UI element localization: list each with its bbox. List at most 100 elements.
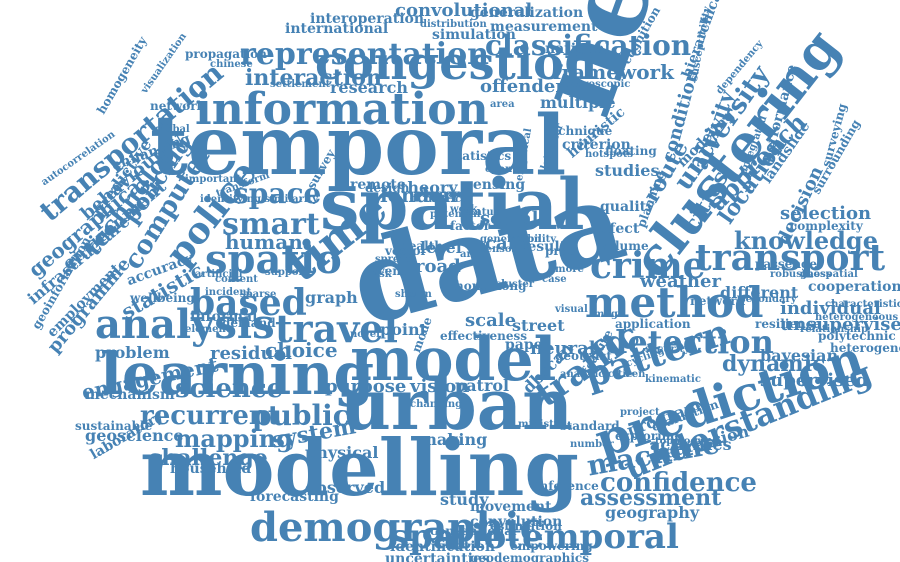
cloud-word: generalization: [470, 5, 584, 21]
cloud-word: security: [645, 344, 690, 355]
cloud-word: factor: [450, 219, 491, 233]
cloud-word: supervised: [760, 370, 869, 391]
cloud-word: design: [365, 181, 410, 195]
cloud-word: settlement: [270, 79, 331, 90]
cloud-word: topology: [655, 436, 704, 447]
cloud-word: generation: [480, 234, 542, 245]
cloud-word: weather: [640, 271, 721, 292]
cloud-word: travel: [275, 306, 398, 351]
cloud-word: spatiotemporal: [390, 517, 679, 557]
cloud-word: volume: [600, 239, 649, 253]
cloud-word: hotspots: [585, 149, 634, 160]
cloud-word: proc: [545, 244, 576, 258]
cloud-word: crime: [590, 245, 706, 287]
cloud-word: complexity: [790, 219, 863, 233]
cloud-word: graph: [305, 288, 358, 307]
cloud-word: level: [420, 238, 462, 257]
cloud-word: criterion: [562, 137, 631, 153]
cloud-word: residual: [210, 343, 293, 364]
cloud-word: geodemographics: [470, 551, 589, 562]
cloud-word: mapping: [175, 424, 293, 453]
cloud-word: urban: [340, 363, 573, 446]
cloud-word: challenge: [148, 445, 268, 471]
cloud-word: important: [185, 174, 242, 185]
cloud-word: cooperation: [808, 279, 900, 295]
cloud-word: identifying similarity: [200, 194, 319, 205]
cloud-word: polytechnic: [818, 329, 896, 343]
cloud-word: secondary: [740, 294, 797, 305]
cloud-word: sensor: [480, 244, 517, 255]
cloud-word: global: [155, 124, 190, 135]
cloud-word: standard: [560, 419, 620, 433]
cloud-word: risk: [370, 269, 392, 280]
cloud-word: sensing: [465, 177, 526, 193]
cloud-word: effectiveness: [440, 329, 528, 343]
cloud-word: network: [150, 99, 205, 113]
cloud-word: transport: [695, 237, 886, 279]
cloud-word: patrol: [455, 376, 510, 395]
cloud-word: inference: [535, 479, 599, 493]
cloud-word: robustness: [770, 269, 832, 280]
cloud-word: studies: [595, 161, 660, 180]
cloud-word: mobility: [510, 234, 557, 245]
cloud-word: sustainable: [75, 419, 153, 433]
cloud-word: vision: [410, 376, 470, 397]
cloud-word: research: [330, 78, 408, 97]
cloud-word: artificial: [195, 269, 243, 280]
cloud-word: street: [512, 316, 565, 335]
cloud-word: kinematic: [645, 374, 701, 385]
cloud-word: detection: [605, 323, 774, 361]
cloud-word: scale: [465, 310, 517, 331]
cloud-word: application: [615, 317, 691, 331]
cloud-word: spatial: [320, 163, 585, 246]
cloud-word: conventional: [430, 524, 517, 538]
cloud-word: geospatial: [800, 269, 858, 280]
cloud-word: case: [542, 274, 567, 285]
cloud-word: propagation: [185, 47, 267, 61]
cloud-word: physical: [305, 443, 379, 462]
cloud-word: assessment: [580, 485, 722, 511]
cloud-word: content: [215, 274, 258, 285]
cloud-word: offender: [480, 76, 565, 97]
cloud-word: mechanism: [85, 387, 175, 403]
cloud-word: heterogeneity: [830, 341, 900, 355]
cloud-word: homogeneity: [94, 34, 150, 117]
cloud-word: problem: [95, 343, 170, 362]
cloud-word: event: [370, 264, 407, 278]
cloud-word: result: [520, 239, 567, 255]
cloud-word: public: [252, 399, 350, 432]
cloud-word: distribution: [420, 19, 487, 30]
cloud-word: unsupervised: [780, 314, 900, 335]
cloud-word: statistics: [450, 149, 512, 163]
cloud-word: learning: [100, 340, 374, 408]
cloud-word: chinese: [210, 59, 253, 70]
cloud-word: making: [420, 430, 488, 449]
cloud-word: demographic: [250, 504, 544, 551]
cloud-word: bayesian: [760, 346, 839, 365]
cloud-word: spatio: [205, 236, 342, 283]
cloud-word: framework: [553, 60, 674, 84]
cloud-word: characteristic: [825, 299, 900, 310]
cloud-word: convolutional: [395, 0, 533, 21]
cloud-word: network: [690, 294, 745, 308]
cloud-word: vector: [385, 244, 427, 258]
cloud-word: resilience: [755, 317, 821, 331]
cloud-word: sparse: [240, 289, 277, 300]
cloud-word: more: [555, 264, 584, 275]
cloud-word: activities: [650, 435, 732, 454]
cloud-word: novel: [350, 329, 380, 340]
cloud-word: geoscience: [85, 426, 184, 445]
cloud-word: exploring: [615, 429, 679, 443]
cloud-word: passenger: [755, 257, 824, 271]
cloud-word: spread: [375, 254, 413, 265]
cloud-word: social: [480, 208, 539, 229]
cloud-word: road: [415, 256, 461, 277]
cloud-word: geotrust: [555, 349, 612, 363]
cloud-word: cluster: [495, 279, 535, 290]
cloud-word: knowledge: [734, 226, 878, 255]
cloud-word: multiple: [540, 93, 616, 112]
cloud-word: temporal: [150, 98, 567, 194]
cloud-word: neural: [530, 338, 596, 359]
cloud-word: paper: [505, 337, 550, 353]
cloud-word: study: [440, 490, 489, 509]
